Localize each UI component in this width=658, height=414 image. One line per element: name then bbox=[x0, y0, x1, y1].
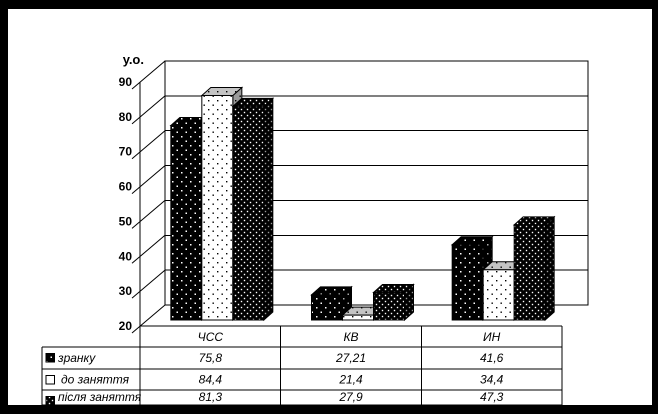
ytick-line-90 bbox=[131, 60, 166, 90]
legend-swatch-black-with-dense-white-dots bbox=[45, 396, 55, 405]
ytick-label-70: 70 bbox=[119, 145, 133, 159]
ytick-label-30: 30 bbox=[119, 284, 133, 298]
bar-s2-ЧСС-front bbox=[201, 95, 234, 321]
value-cell-s1-ИН: 41,6 bbox=[480, 351, 504, 365]
ytick-line-60 bbox=[131, 165, 166, 194]
ytick-line-40 bbox=[131, 234, 166, 264]
ytick-line-70 bbox=[131, 130, 166, 160]
legend-swatch-white bbox=[45, 375, 55, 385]
value-cell-s2-КВ: 21,4 bbox=[338, 373, 363, 387]
ytick-label-90: 90 bbox=[119, 75, 133, 89]
bar-s2-ИН-front bbox=[482, 269, 515, 321]
value-cell-s2-ЧСС: 84,4 bbox=[199, 373, 223, 387]
value-cell-s3-КВ: 27,9 bbox=[338, 390, 363, 404]
category-header-ИН: ИН bbox=[483, 330, 501, 344]
bar-s1-КВ-front bbox=[311, 294, 343, 321]
bar-s1-ИН-front bbox=[451, 244, 484, 321]
ytick-line-50 bbox=[131, 200, 166, 229]
legend-swatch-black-with-white-dots bbox=[45, 353, 55, 363]
ytick-line-80 bbox=[131, 95, 166, 125]
legend-label-2: до заняття bbox=[61, 373, 130, 387]
ytick-label-20: 20 bbox=[119, 319, 133, 333]
bar-chart-3d: 20 30 40 50 60 70 80 90 ЧСС КВ ИН зранку 75,8 27,21 41… bbox=[41, 52, 589, 405]
ytick-label-60: 60 bbox=[119, 180, 133, 194]
value-cell-s1-ЧСС: 75,8 bbox=[199, 351, 223, 365]
bar-s3-КВ-front bbox=[373, 291, 405, 321]
ytick-label-40: 40 bbox=[119, 249, 133, 263]
bar-s1-ЧСС-front bbox=[170, 124, 203, 321]
value-cell-s1-КВ: 27,21 bbox=[335, 351, 366, 365]
y-axis-title: у.о. bbox=[123, 52, 144, 67]
bar-s3-ИН-front bbox=[513, 224, 546, 321]
bars bbox=[169, 86, 556, 322]
value-cell-s3-ИН: 47,3 bbox=[480, 390, 504, 404]
bar-s2-КВ-front bbox=[342, 314, 374, 321]
ytick-line-30 bbox=[131, 269, 166, 299]
legend-label-3: після заняття bbox=[58, 390, 142, 404]
bar-s3-ИН-side bbox=[544, 215, 555, 322]
ytick-label-80: 80 bbox=[119, 110, 133, 124]
category-header-ЧСС: ЧСС bbox=[198, 330, 224, 344]
legend-label-1: зранку bbox=[57, 351, 96, 365]
bar-s3-ЧСС-side bbox=[263, 97, 274, 322]
ytick-label-50: 50 bbox=[119, 214, 133, 228]
value-cell-s2-ИН: 34,4 bbox=[480, 373, 504, 387]
ytick-line-20 bbox=[131, 304, 166, 334]
category-header-КВ: КВ bbox=[343, 330, 358, 344]
data-table: ЧСС КВ ИН зранку 75,8 27,21 41,6 до заняття 84,4… bbox=[41, 325, 563, 405]
value-cell-s3-ЧСС: 81,3 bbox=[199, 390, 223, 404]
bar-s3-ЧСС-front bbox=[232, 105, 265, 321]
